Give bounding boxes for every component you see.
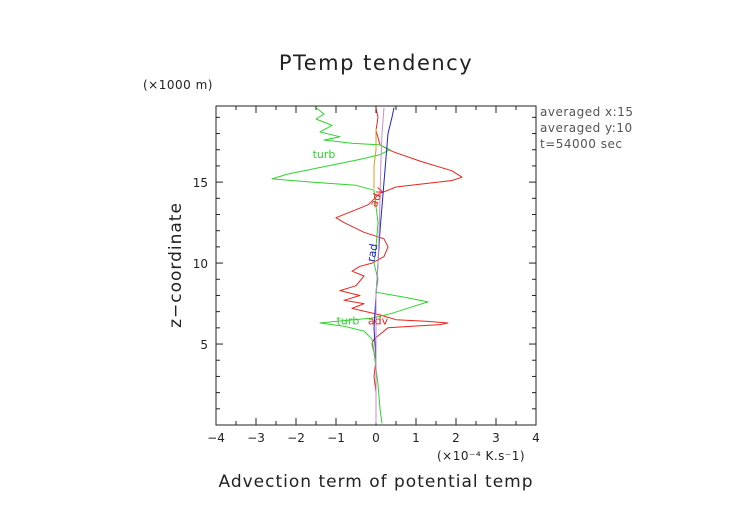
chart-title: PTemp tendency <box>279 51 473 75</box>
info-line-averaged-x: averaged x:15 <box>540 105 633 119</box>
curve-label-turb: turb <box>337 315 360 328</box>
y-tick-label: 10 <box>193 257 208 271</box>
info-line-averaged-y: averaged y:10 <box>540 121 633 135</box>
x-unit-label: (×10⁻⁴ K.s⁻1) <box>437 449 525 463</box>
y-axis-title-group: z−coordinate <box>166 202 186 328</box>
y-axis-title: z−coordinate <box>166 202 186 328</box>
series-line-3 <box>373 107 395 424</box>
x-tick-label: 2 <box>452 431 460 445</box>
x-tick-label: 3 <box>492 431 500 445</box>
curve-label-adv: adv <box>368 315 389 328</box>
x-tick-label: 1 <box>412 431 420 445</box>
x-tick-label: −3 <box>247 431 265 445</box>
curve-label-turb: turb <box>313 148 336 161</box>
x-axis-title: Advection term of potential temp <box>218 472 533 492</box>
series-line-4 <box>375 107 385 424</box>
y-unit-label: (×1000 m) <box>143 78 213 92</box>
x-tick-label: 4 <box>532 431 540 445</box>
info-line-time: t=54000 sec <box>540 137 622 151</box>
x-tick-label: 0 <box>372 431 380 445</box>
x-tick-label: −1 <box>327 431 345 445</box>
series-line-5 <box>373 128 377 189</box>
y-tick-label: 15 <box>193 176 208 190</box>
y-tick-label: 5 <box>200 338 208 352</box>
x-tick-label: −4 <box>207 431 225 445</box>
series-line-1 <box>335 107 463 424</box>
curve-label-rad: rad <box>365 243 381 263</box>
x-tick-label: −2 <box>287 431 305 445</box>
series-line-2 <box>271 107 429 424</box>
